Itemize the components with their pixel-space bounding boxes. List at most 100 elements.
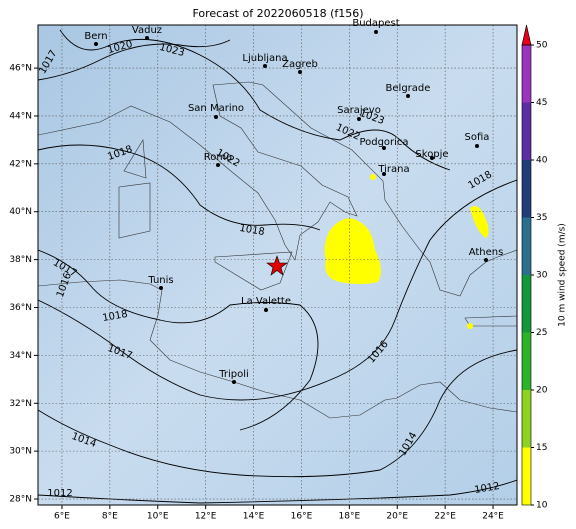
isobar (38, 349, 517, 478)
y-tick-label: 34°N (9, 351, 32, 361)
colorbar-tick-label: 30 (536, 271, 548, 281)
colorbar-tick-label: 15 (536, 443, 547, 453)
city-label: Sofia (465, 132, 490, 143)
city-dot (159, 286, 163, 290)
colorbar-segment (522, 332, 531, 390)
x-tick-label: 16°E (291, 512, 313, 522)
x-tick-label: 8°E (102, 512, 118, 522)
y-tick-label: 30°N (9, 447, 32, 457)
x-tick-label: 20°E (386, 512, 408, 522)
colorbar-extension (521, 24, 532, 46)
x-tick-label: 10°E (147, 512, 169, 522)
isobar-label: 1018 (238, 223, 265, 238)
colorbar-segment (522, 390, 531, 448)
land-north (38, 25, 517, 297)
city-label: Bern (84, 31, 107, 42)
city-label: Zagreb (282, 59, 318, 70)
isobar (38, 39, 231, 81)
city-dot (382, 146, 386, 150)
y-tick-label: 42°N (9, 159, 32, 169)
isobar (38, 144, 321, 231)
city-dot (145, 36, 149, 40)
colorbar-segment (522, 160, 531, 218)
city-label: Athens (469, 247, 504, 258)
x-tick-label: 6°E (54, 512, 70, 522)
colorbar-segment (522, 275, 531, 333)
colorbar-segment (522, 45, 531, 103)
x-tick-label: 24°E (482, 512, 504, 522)
sardinia (118, 182, 151, 239)
city-dot (232, 380, 236, 384)
city-dot (264, 308, 268, 312)
city-dot (382, 172, 386, 176)
city-dot (263, 64, 267, 68)
colorbar-segment (522, 447, 531, 505)
event-marker (266, 255, 288, 276)
y-tick-label: 32°N (9, 399, 32, 409)
map-frame (37, 24, 518, 506)
isobar (59, 29, 451, 171)
city-dot (94, 42, 98, 46)
city-label: Sarajevo (337, 105, 381, 116)
colorbar-tick-label: 10 (536, 501, 548, 511)
city-dot (357, 117, 361, 121)
colorbar-tick-label: 25 (536, 328, 547, 338)
city-dot (298, 70, 302, 74)
isobar (38, 479, 517, 504)
city-label: Tirana (377, 164, 409, 175)
city-label: Budapest (352, 18, 399, 29)
isobar (38, 249, 319, 431)
colorbar: 10 15 20 25 30 35 40 45 50 10 m wind speed (m/s) (521, 24, 568, 511)
colorbar-label: 10 m wind speed (m/s) (558, 223, 568, 327)
y-tick-label: 38°N (9, 255, 32, 265)
title: Forecast of 2022060518 (f156) (192, 7, 363, 20)
city-dot (406, 94, 410, 98)
colorbar-segment (522, 102, 531, 160)
isobar-label: 1018 (102, 309, 129, 324)
city-dot (214, 115, 218, 119)
y-tick-label: 40°N (9, 207, 32, 217)
x-tick-label: 12°E (195, 512, 217, 522)
colorbar-tick-label: 20 (536, 386, 548, 396)
city-label: Ljubljana (242, 53, 287, 64)
city-label: Belgrade (386, 83, 431, 94)
colorbar-tick-label: 35 (536, 213, 547, 223)
grid: 6°E 8°E 10°E 12°E 14°E 16°E 18°E 20°E 22°E 24°E 28… (9, 25, 517, 522)
x-tick-label: 18°E (339, 512, 361, 522)
strong-wind-area (470, 206, 489, 238)
y-tick-label: 36°N (9, 303, 32, 313)
city-dot (484, 258, 488, 262)
city-dot (216, 163, 220, 167)
city-label: Podgorica (359, 137, 408, 148)
colorbar-tick-label: 50 (536, 41, 548, 51)
strong-wind-area (324, 218, 381, 284)
isobar-label: 1012 (474, 481, 501, 496)
city-dot (430, 156, 434, 160)
x-tick-label: 22°E (434, 512, 456, 522)
strong-wind-area (370, 174, 376, 180)
city-dot (374, 30, 378, 34)
isobars (38, 29, 517, 504)
strong-wind-area (467, 323, 473, 329)
corsica (123, 139, 147, 179)
colorbar-tick-label: 45 (536, 98, 547, 108)
isobar-label: 1012 (47, 488, 72, 499)
city-label: Tripoli (218, 369, 249, 380)
city-label: La Valette (241, 296, 291, 307)
sicily (214, 251, 293, 291)
y-tick-label: 46°N (9, 64, 32, 74)
colorbar-tick-label: 40 (536, 156, 548, 166)
city-label: Tunis (147, 275, 173, 286)
city-label: Roma (204, 152, 233, 163)
colorbar-segment (522, 217, 531, 275)
city-label: San Marino (188, 103, 244, 114)
isobar (38, 179, 517, 401)
city-dot (475, 144, 479, 148)
crete (464, 315, 517, 327)
y-tick-label: 44°N (9, 111, 32, 121)
y-tick-label: 28°N (9, 495, 32, 505)
city-label: Skopje (415, 149, 448, 160)
city-label: Vaduz (132, 25, 162, 36)
x-tick-label: 14°E (243, 512, 265, 522)
